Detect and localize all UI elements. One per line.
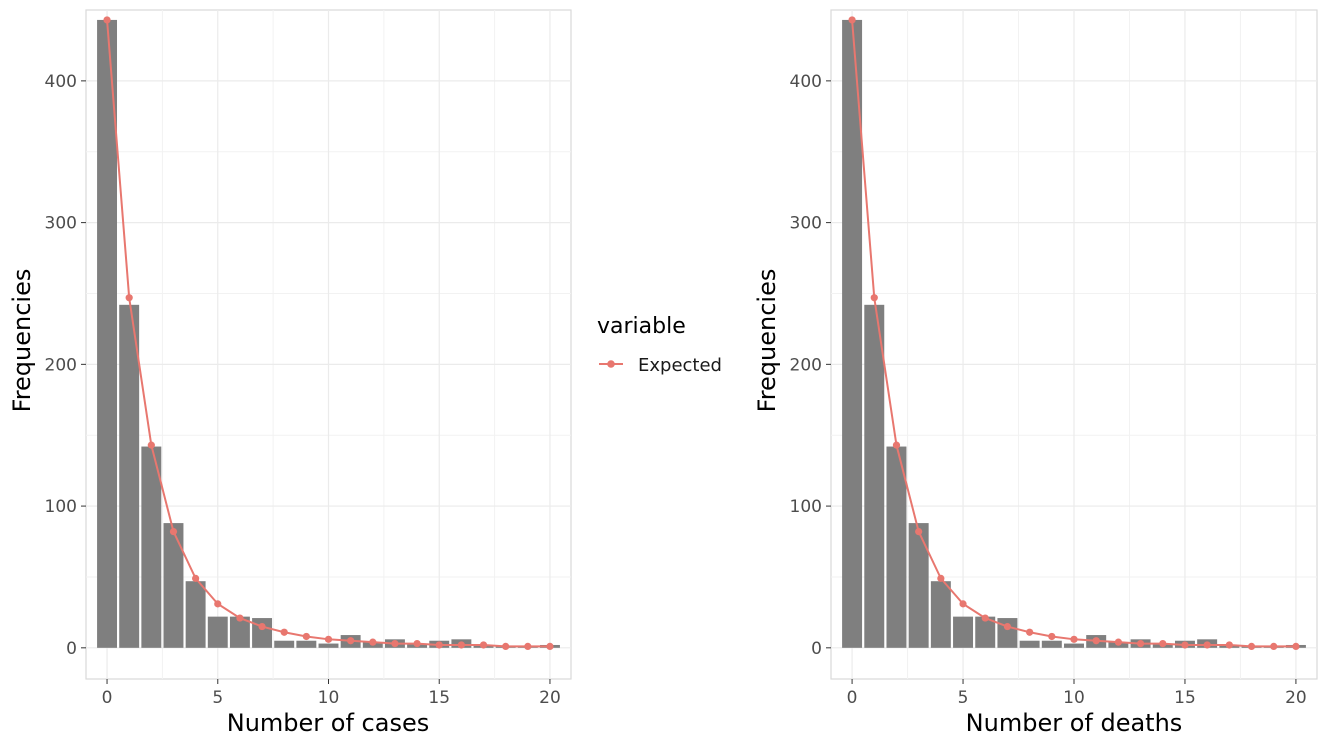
- point-expected: [103, 16, 111, 24]
- x-tick-label: 5: [958, 688, 969, 708]
- y-tick-label: 200: [45, 355, 77, 375]
- bar: [886, 446, 907, 648]
- point-expected: [1114, 638, 1122, 646]
- y-tick-label: 400: [45, 72, 77, 92]
- bar: [1019, 640, 1040, 648]
- y-tick-label: 100: [45, 497, 77, 517]
- y-tick-label: 400: [790, 72, 822, 92]
- bar: [274, 640, 295, 648]
- point-expected: [524, 642, 532, 651]
- y-tick-label: 0: [811, 639, 822, 659]
- y-axis-title: Frequencies: [8, 269, 36, 413]
- x-tick-label: 10: [1063, 688, 1085, 708]
- point-expected: [147, 441, 155, 449]
- point-expected: [937, 574, 945, 582]
- point-expected: [915, 527, 923, 536]
- point-expected: [1070, 635, 1078, 643]
- y-tick-label: 100: [790, 497, 822, 517]
- bar: [97, 19, 118, 648]
- legend-key-point: [607, 360, 615, 368]
- x-axis-title: Number of cases: [227, 709, 429, 737]
- point-expected: [125, 294, 133, 302]
- bar: [229, 616, 250, 648]
- x-tick-label: 10: [318, 688, 340, 708]
- point-expected: [169, 527, 178, 536]
- point-expected: [347, 637, 355, 645]
- point-expected: [1026, 628, 1034, 636]
- y-tick-label: 0: [66, 639, 77, 659]
- point-expected: [214, 600, 222, 608]
- bar: [930, 581, 951, 648]
- point-expected: [848, 16, 856, 24]
- point-expected: [1181, 641, 1189, 649]
- bar: [163, 523, 184, 648]
- y-axis-title: Frequencies: [753, 269, 781, 413]
- bar: [318, 643, 339, 648]
- bar: [1041, 640, 1062, 648]
- x-tick-label: 20: [539, 688, 561, 708]
- point-expected: [479, 641, 488, 649]
- point-expected: [457, 641, 465, 649]
- point-expected: [1159, 639, 1167, 648]
- bar: [185, 581, 206, 648]
- point-expected: [959, 600, 967, 608]
- point-expected: [302, 632, 310, 641]
- legend-title: variable: [597, 314, 686, 339]
- x-axis-title: Number of deaths: [966, 709, 1183, 737]
- bar: [1064, 643, 1084, 648]
- x-tick-label: 20: [1285, 688, 1307, 708]
- x-tick-label: 15: [1174, 688, 1196, 708]
- y-tick-label: 300: [790, 214, 822, 234]
- legend: variable Expected: [597, 314, 722, 376]
- point-expected: [324, 635, 333, 643]
- x-tick-label: 0: [847, 688, 858, 708]
- bar: [908, 523, 929, 648]
- point-expected: [258, 622, 266, 631]
- point-expected: [546, 642, 554, 651]
- point-expected: [1270, 642, 1278, 651]
- bar: [296, 640, 317, 648]
- x-tick-label: 15: [428, 688, 450, 708]
- point-expected: [1203, 641, 1211, 649]
- bar: [119, 304, 140, 648]
- point-expected: [280, 628, 288, 636]
- y-tick-label: 300: [45, 214, 77, 234]
- point-expected: [870, 294, 878, 302]
- point-expected: [1003, 622, 1012, 631]
- point-expected: [369, 638, 377, 646]
- point-expected: [502, 642, 510, 651]
- point-expected: [1225, 641, 1233, 649]
- x-tick-label: 0: [102, 688, 113, 708]
- bar: [997, 618, 1018, 648]
- point-expected: [192, 574, 200, 582]
- point-expected: [1136, 639, 1145, 648]
- point-expected: [1247, 642, 1256, 651]
- point-expected: [981, 614, 989, 622]
- point-expected: [236, 614, 244, 622]
- x-tick-label: 5: [212, 688, 223, 708]
- point-expected: [1292, 642, 1300, 651]
- y-tick-label: 200: [790, 355, 822, 375]
- bar: [141, 446, 162, 648]
- legend-label-expected: Expected: [638, 355, 722, 376]
- point-expected: [1092, 637, 1100, 645]
- point-expected: [391, 639, 399, 648]
- bar: [252, 618, 273, 648]
- bar: [842, 19, 863, 648]
- bar: [953, 616, 974, 648]
- point-expected: [413, 639, 421, 648]
- point-expected: [892, 441, 901, 449]
- bar: [975, 616, 996, 648]
- bar: [864, 304, 885, 648]
- point-expected: [1048, 632, 1056, 641]
- bar: [207, 616, 228, 648]
- point-expected: [435, 641, 443, 649]
